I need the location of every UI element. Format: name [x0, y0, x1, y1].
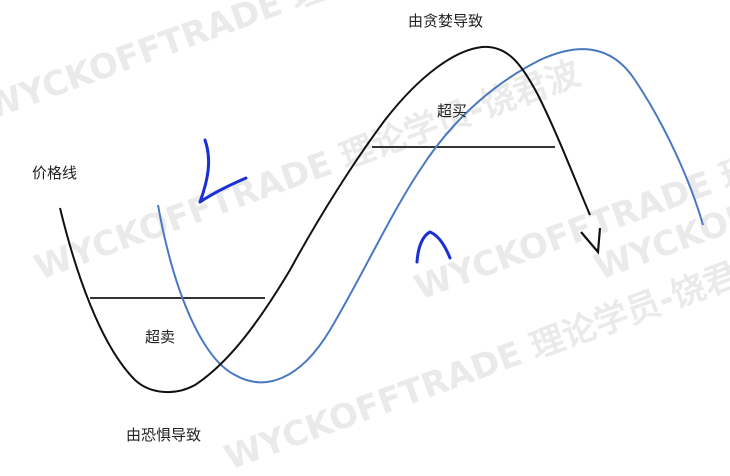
price-line-label: 价格线 — [32, 164, 77, 182]
hand-arrow-down-icon — [198, 138, 248, 204]
overbought-label: 超买 — [437, 102, 467, 120]
oversold-label: 超卖 — [145, 328, 175, 346]
lagging-curve — [157, 48, 704, 384]
greed-label: 由贪婪导致 — [408, 12, 483, 30]
fear-label: 由恐惧导致 — [126, 426, 201, 444]
price-curve-arrowhead — [580, 227, 602, 255]
price-curve — [59, 45, 591, 394]
hand-arrow-up-icon — [415, 230, 452, 264]
